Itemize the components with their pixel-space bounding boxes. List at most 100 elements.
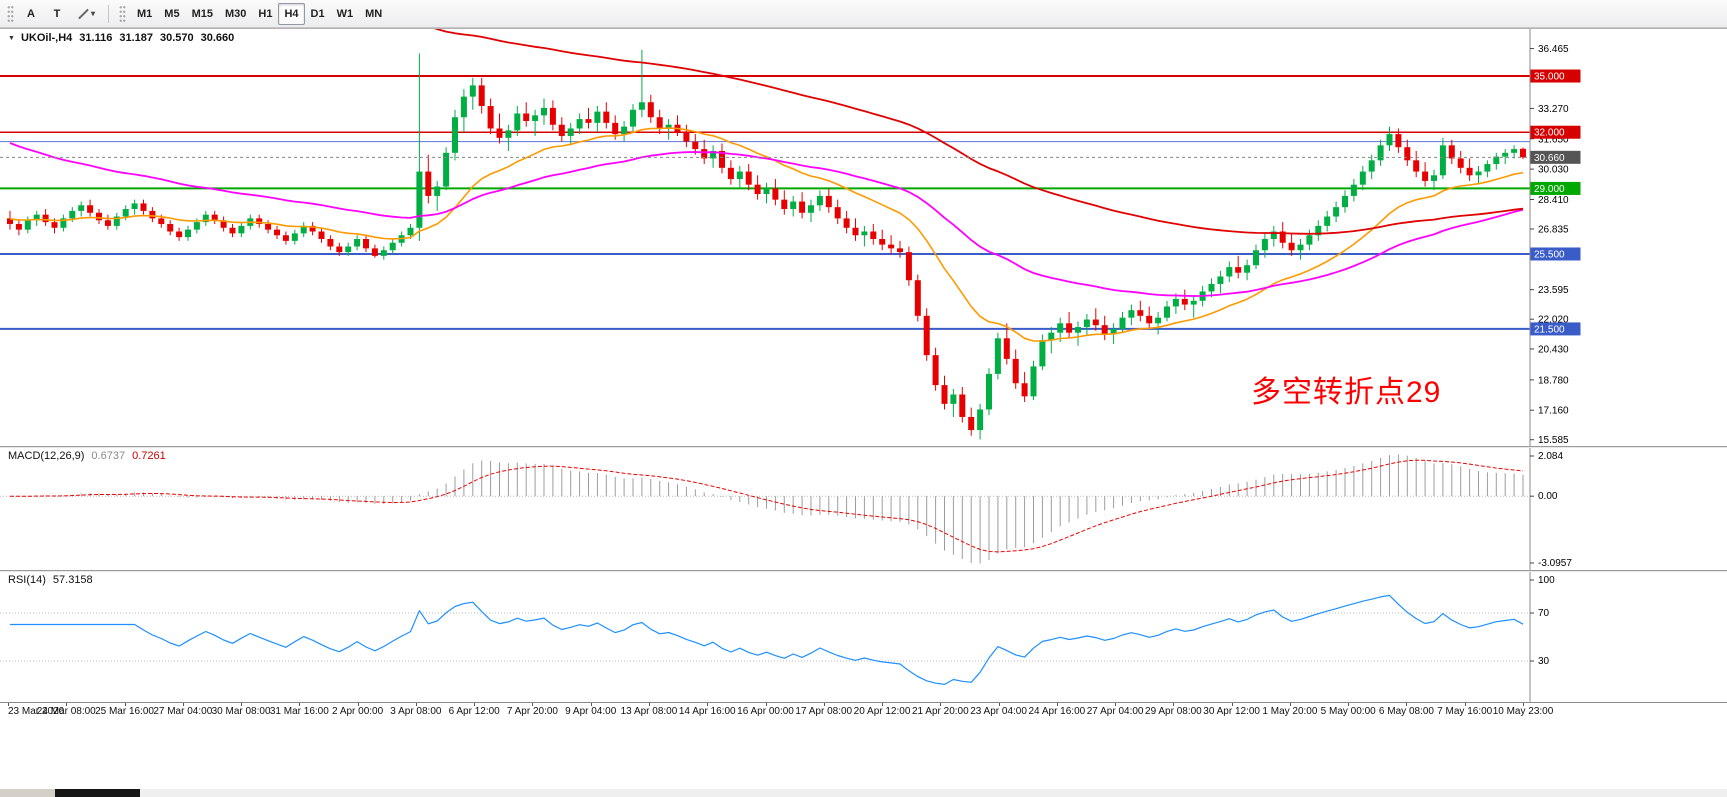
svg-text:70: 70 — [1538, 608, 1550, 619]
time-label: 25 Mar 16:00 — [95, 706, 154, 717]
tf-button-m1[interactable]: M1 — [131, 3, 158, 25]
time-label: 9 Apr 04:00 — [565, 706, 617, 717]
tf-button-h4[interactable]: H4 — [278, 2, 305, 25]
time-tick — [998, 703, 1000, 706]
svg-text:21.500: 21.500 — [1534, 324, 1565, 335]
time-label: 29 Apr 08:00 — [1145, 706, 1202, 717]
tf-button-m30[interactable]: M30 — [219, 3, 252, 25]
time-tick — [940, 703, 942, 706]
time-label: 24 Apr 16:00 — [1028, 706, 1086, 717]
close-value: 30.660 — [200, 32, 235, 44]
svg-text:0.00: 0.00 — [1538, 491, 1558, 502]
svg-text:32.000: 32.000 — [1534, 128, 1565, 139]
macd-signal-value: 0.7261 — [132, 450, 166, 462]
time-tick — [707, 703, 709, 706]
timeframe-group: M1 M5 M15 M30 H1 H4 D1 W1 MN — [131, 2, 388, 25]
time-tick — [1406, 703, 1408, 706]
price-scale[interactable] — [1530, 28, 1727, 717]
time-tick — [241, 703, 243, 706]
toolbar-grip-2[interactable] — [119, 4, 127, 23]
tf-button-h1[interactable]: H1 — [252, 3, 278, 25]
time-tick — [1231, 703, 1233, 706]
svg-text:18.780: 18.780 — [1538, 375, 1569, 386]
time-tick — [882, 703, 884, 706]
toolbar-grip[interactable] — [7, 4, 14, 23]
macd-canvas[interactable]: 2.084 0.00 -3.0957 — [0, 448, 1727, 570]
time-label: 23 Mar 2020 — [8, 706, 65, 717]
tf-button-w1[interactable]: W1 — [331, 3, 360, 25]
top-toolbar: A T ▾ M1 M5 M15 M30 H1 H4 D1 W1 MN — [0, 0, 1727, 28]
panel-splitter-1[interactable] — [0, 446, 1727, 448]
svg-text:28.410: 28.410 — [1538, 195, 1569, 206]
svg-text:30.660: 30.660 — [1534, 153, 1565, 164]
time-tick — [182, 703, 184, 706]
time-label: 6 Apr 12:00 — [448, 706, 500, 717]
svg-text:36.465: 36.465 — [1538, 44, 1569, 55]
macd-panel: 2.084 0.00 -3.0957 MACD(12,26,9) 0.6737 0.… — [0, 448, 1727, 570]
time-label: 31 Mar 16:00 — [269, 706, 329, 717]
rsi-label: RSI(14) — [8, 574, 46, 586]
high-value: 31.187 — [119, 32, 153, 44]
tf-button-m5[interactable]: M5 — [158, 3, 185, 25]
time-label: 1 May 20:00 — [1262, 706, 1318, 717]
svg-text:31.650: 31.650 — [1538, 134, 1569, 145]
time-label: 16 Apr 00:00 — [737, 706, 794, 717]
chart-annotation: 多空转折点29 — [1251, 376, 1442, 409]
text-tool-button[interactable]: T — [45, 3, 69, 25]
trendline-tool-icon — [77, 8, 89, 20]
hlines-layer — [0, 75, 1530, 330]
time-label: 17 Apr 08:00 — [795, 706, 853, 717]
time-axis[interactable]: 23 Mar 2020 24 Mar 08:00 25 Mar 16:00 27 Ma… — [0, 702, 1727, 718]
main-chart-canvas[interactable]: 36.465 33.270 31.650 30.030 28.410 26.835 23.5… — [0, 0, 1727, 446]
svg-text:26.835: 26.835 — [1538, 224, 1569, 235]
shapes-tool-button[interactable]: ▾ — [71, 3, 101, 25]
time-tick — [1173, 703, 1175, 706]
time-label: 14 Apr 16:00 — [678, 706, 736, 717]
main-chart-panel: 36.465 33.270 31.650 30.030 28.410 26.835 23.5… — [0, 0, 1727, 446]
time-label: 27 Apr 04:00 — [1086, 706, 1144, 717]
time-label: 20 Apr 12:00 — [853, 706, 911, 717]
candles-layer — [7, 49, 1526, 440]
time-label: 24 Mar 08:00 — [36, 706, 96, 717]
fast-ma-orange — [9, 127, 1524, 342]
macd-main-value: 0.6737 — [91, 450, 126, 462]
tf-button-mn[interactable]: MN — [359, 3, 388, 25]
rsi-panel: 100 70 30 RSI(14) 57.3158 — [0, 572, 1727, 702]
tf-button-m15[interactable]: M15 — [186, 3, 219, 25]
time-tick — [1464, 703, 1466, 706]
tf-button-d1[interactable]: D1 — [305, 3, 331, 25]
time-label: 7 Apr 20:00 — [506, 706, 558, 717]
time-label: 27 Mar 04:00 — [153, 706, 213, 717]
time-label: 21 Apr 20:00 — [911, 706, 969, 717]
time-tick — [1115, 703, 1117, 706]
time-tick — [474, 703, 476, 706]
active-chart-tab[interactable] — [55, 789, 140, 797]
svg-text:23.595: 23.595 — [1538, 285, 1569, 296]
svg-text:-3.0957: -3.0957 — [1538, 558, 1572, 569]
svg-text:17.160: 17.160 — [1538, 406, 1569, 417]
panel-splitter-2[interactable] — [0, 570, 1727, 572]
time-label: 10 May 23:00 — [1492, 706, 1554, 717]
long-ma-red — [370, 0, 1524, 235]
time-tick — [357, 703, 359, 706]
time-tick — [1289, 703, 1291, 706]
cursor-tool-button[interactable]: A — [19, 3, 43, 25]
time-label: 23 Apr 04:00 — [970, 706, 1027, 717]
time-tick — [1056, 703, 1058, 706]
time-tick — [823, 703, 825, 706]
rsi-readout: RSI(14) 57.3158 — [8, 574, 93, 586]
macd-readout: MACD(12,26,9) 0.6737 0.7261 — [8, 450, 166, 462]
tabs-strip-spacer — [0, 789, 55, 797]
symbol-ohlc-readout: ▼ UKOil-,H4 31.116 31.187 30.570 30.660 — [8, 32, 234, 44]
svg-text:15.585: 15.585 — [1538, 435, 1569, 446]
svg-text:25.500: 25.500 — [1534, 249, 1565, 260]
time-tick — [590, 703, 592, 706]
rsi-canvas[interactable]: 100 70 30 — [0, 572, 1727, 702]
svg-text:30.030: 30.030 — [1538, 165, 1569, 176]
time-tick — [1523, 703, 1524, 706]
macd-signal-line — [9, 459, 1524, 553]
time-tick — [66, 703, 68, 706]
time-label: 30 Mar 08:00 — [211, 706, 271, 717]
macd-histogram — [18, 454, 1524, 564]
collapse-arrow-icon[interactable]: ▼ — [8, 34, 15, 42]
